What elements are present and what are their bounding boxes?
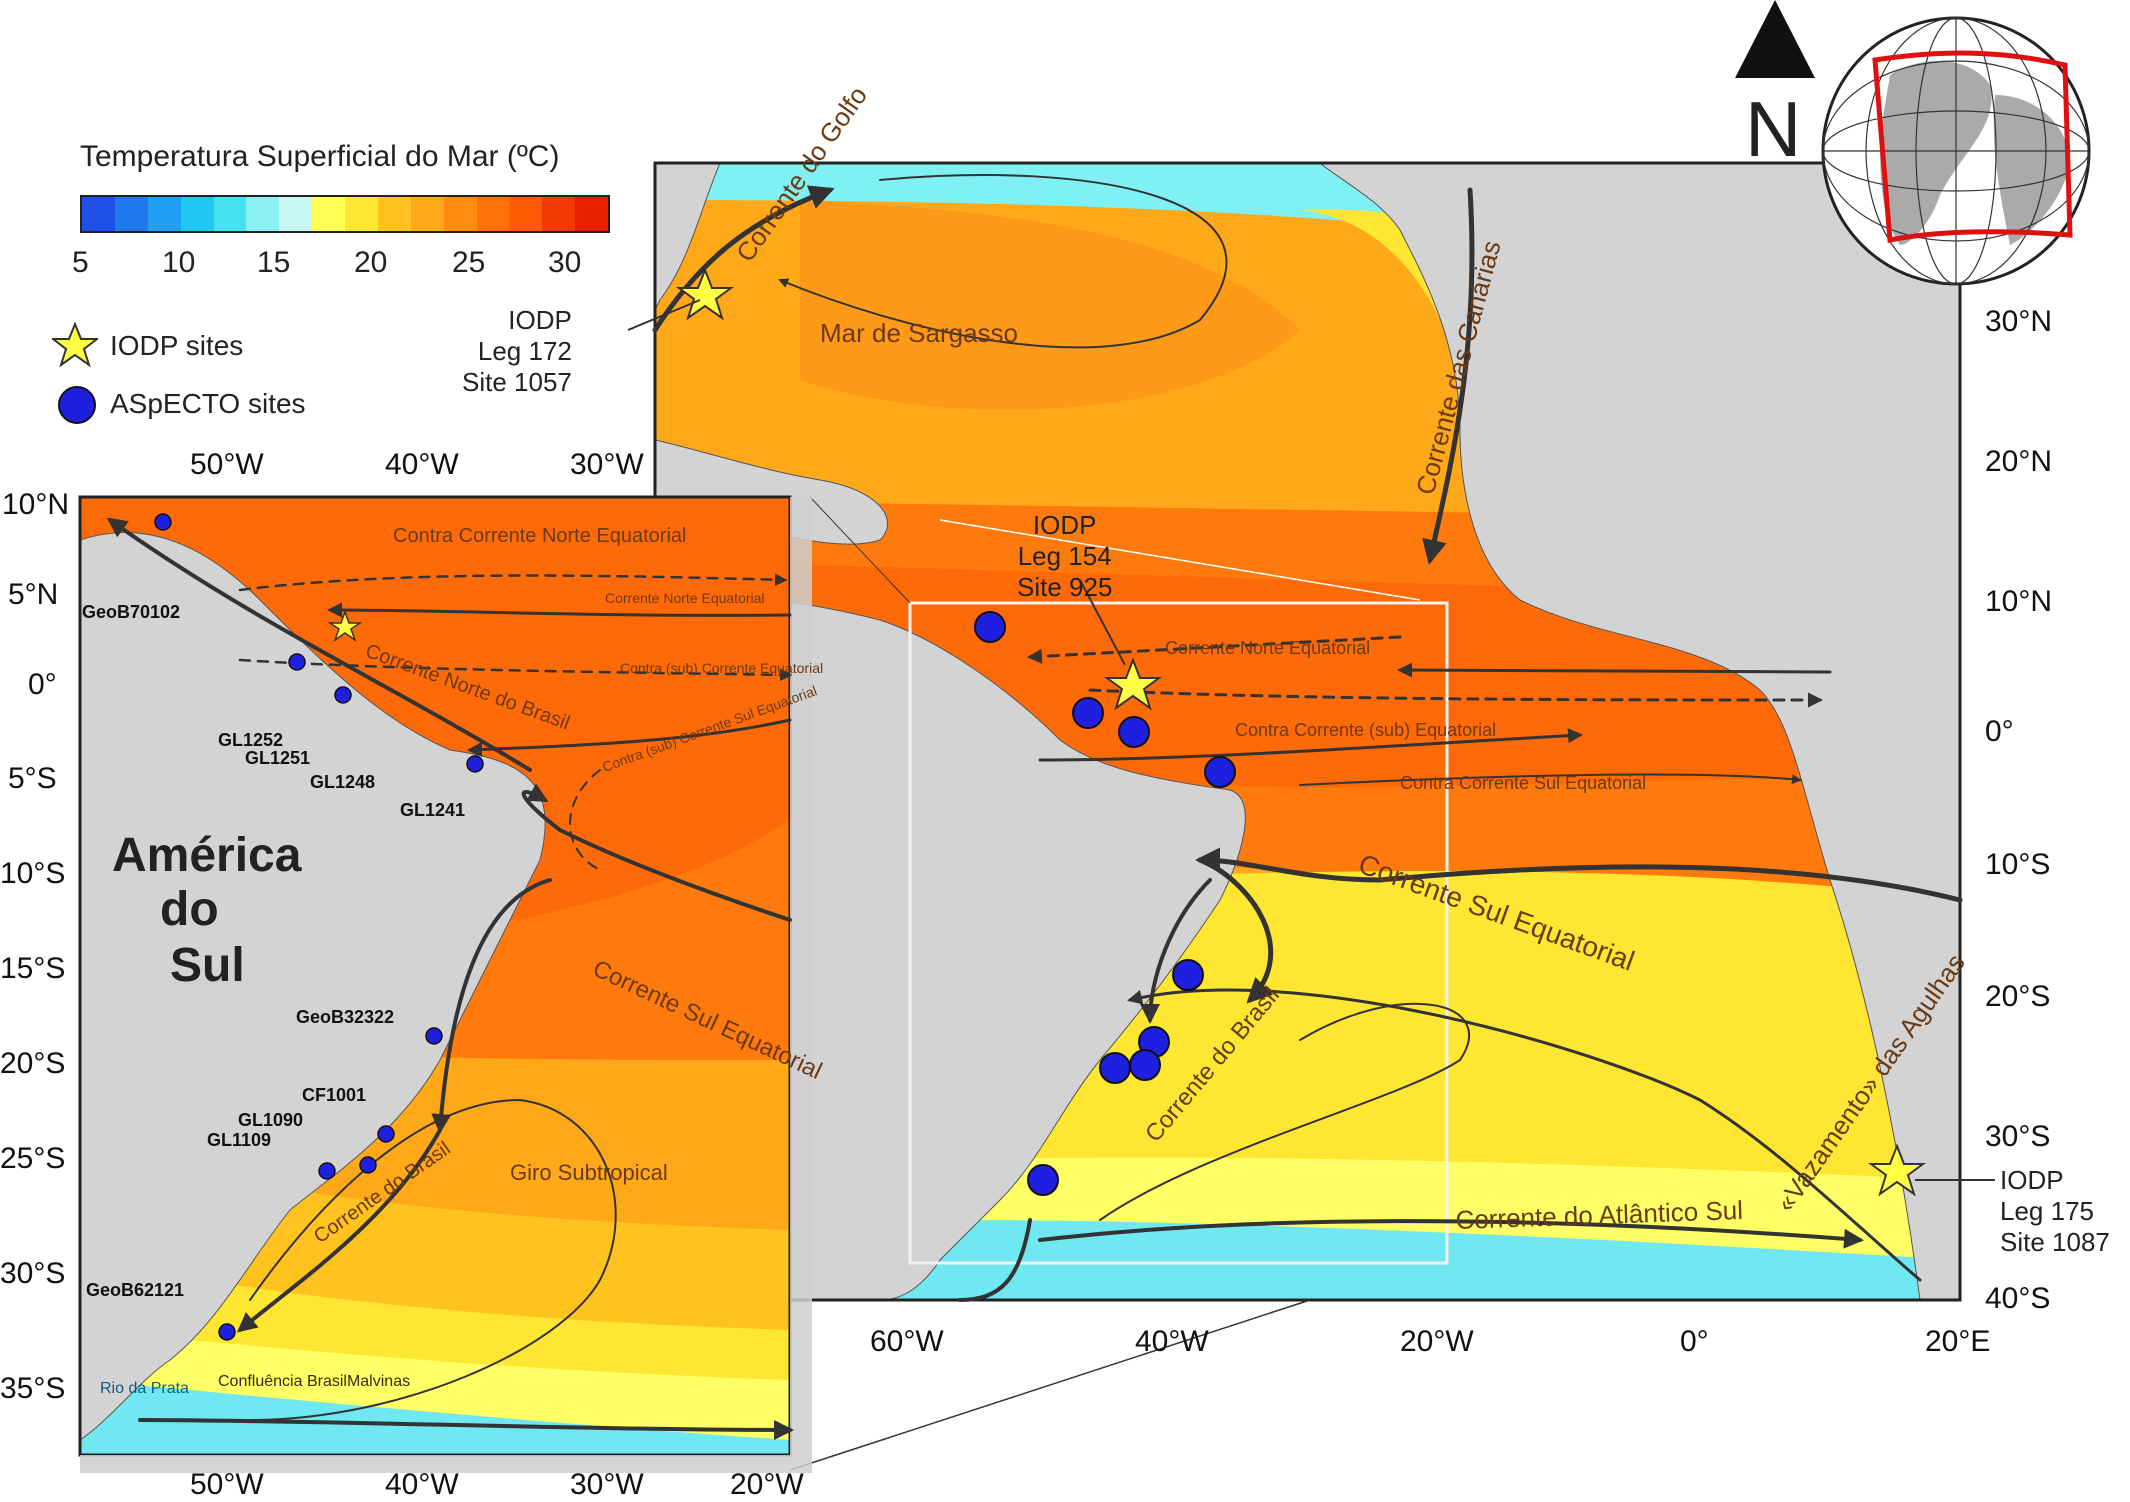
inset-sst xyxy=(80,497,790,1455)
main-lon-tick: 0° xyxy=(1680,1325,1709,1358)
site-gl1090: GL1090 xyxy=(238,1110,304,1130)
colorbar-swatch xyxy=(345,197,378,231)
continent-label-3: Sul xyxy=(170,939,245,992)
inset-lat-tick: 5°N xyxy=(8,578,59,611)
inset-lat-tick: 35°S xyxy=(0,1372,66,1405)
inset-lat-tick: 20°S xyxy=(0,1047,66,1080)
main-lat-tick: 20°S xyxy=(1985,980,2051,1013)
colorbar-swatch xyxy=(377,197,411,231)
main-lat-tick: 30°N xyxy=(1985,305,2053,338)
main-aspecto-sites xyxy=(974,611,1236,1196)
site-gl1241: GL1241 xyxy=(400,800,466,820)
inset-iodp-star xyxy=(327,609,363,642)
inset-lon-bottom: 50°W xyxy=(190,1468,264,1501)
iodp-site-1087: IODP Leg 175 Site 1087 xyxy=(2000,1165,2110,1257)
inset-label-contra-norte: Contra Corrente Norte Equatorial xyxy=(393,525,687,547)
site-gl1252: GL1252 xyxy=(218,730,284,750)
north-arrow-icon xyxy=(1735,0,1815,78)
sst-colorbar xyxy=(80,195,610,233)
inset-label-confluencia: Confluência BrasilMalvinas xyxy=(218,1373,411,1390)
site-cf1001: CF1001 xyxy=(302,1085,367,1105)
site-geob70102: GeoB70102 xyxy=(82,602,181,622)
legend-title: Temperatura Superficial do Mar (ºC) xyxy=(80,140,560,173)
aspecto-legend-label: ASpECTO sites xyxy=(110,388,306,419)
colorbar-tick: 25 xyxy=(452,246,486,279)
inset-label-giro: Giro Subtropical xyxy=(510,1160,668,1185)
colorbar-swatch xyxy=(312,197,345,231)
main-lat-tick: 30°S xyxy=(1985,1120,2051,1153)
colorbar-swatch xyxy=(147,197,181,231)
site-gl1251: GL1251 xyxy=(245,748,311,768)
iodp-star-icon xyxy=(52,322,98,368)
site-geob62121: GeoB62121 xyxy=(86,1280,185,1300)
main-lat-tick: 20°N xyxy=(1985,445,2053,478)
colorbar-swatch xyxy=(180,197,214,231)
inset-lat-tick: 0° xyxy=(28,668,57,701)
inset-lat-tick: 25°S xyxy=(0,1142,66,1175)
colorbar-tick: 30 xyxy=(548,246,582,279)
inset-lon-top: 50°W xyxy=(190,448,264,481)
iodp-site-925: IODP Leg 154 Site 925 xyxy=(1017,510,1113,602)
inset-label-prata: Rio da Prata xyxy=(100,1380,189,1397)
colorbar-tick: 5 xyxy=(72,246,89,279)
label-norte-equatorial: Corrente Norte Equatorial xyxy=(1165,638,1371,658)
colorbar-swatch xyxy=(246,197,280,231)
inset-aspecto-sites xyxy=(154,513,484,1341)
colorbar-tick: 20 xyxy=(354,246,388,279)
main-iodp-stars xyxy=(675,267,1927,1197)
main-lat-tick: 10°S xyxy=(1985,848,2051,881)
inset-label-contra-sub: Contra (sub) Corrente Equatorial xyxy=(620,660,824,676)
inset-lon-bottom: 30°W xyxy=(570,1468,644,1501)
aspecto-dot-icon xyxy=(58,386,96,424)
main-lat-tick: 40°S xyxy=(1985,1282,2051,1315)
inset-lon-bottom: 20°W xyxy=(730,1468,804,1501)
globe-icon xyxy=(1821,16,2091,286)
iodp-legend-label: IODP sites xyxy=(110,330,244,361)
site-gl1248: GL1248 xyxy=(310,772,376,792)
main-lon-tick: 40°W xyxy=(1135,1325,1209,1358)
iodp-site-1057: IODP Leg 172 Site 1057 xyxy=(462,305,572,397)
inset-lat-tick: 5°S xyxy=(8,762,57,795)
colorbar-swatch xyxy=(279,197,313,231)
colorbar-swatch xyxy=(82,197,115,231)
main-lon-tick: 20°E xyxy=(1925,1325,1991,1358)
inset-label-norte-equatorial: Corrente Norte Equatorial xyxy=(605,590,765,606)
site-gl1109: GL1109 xyxy=(207,1130,272,1150)
main-lon-tick: 20°W xyxy=(1400,1325,1474,1358)
colorbar-swatch xyxy=(575,197,608,231)
colorbar-swatch xyxy=(213,197,247,231)
main-lon-tick: 60°W xyxy=(870,1325,944,1358)
north-label: N xyxy=(1745,85,1802,173)
colorbar-tick: 15 xyxy=(257,246,291,279)
label-sargasso: Mar de Sargasso xyxy=(820,318,1018,348)
label-contra-sul: Contra Corrente Sul Equatorial xyxy=(1400,773,1647,793)
inset-currents xyxy=(106,517,794,1440)
inset-lat-tick: 30°S xyxy=(0,1257,66,1290)
colorbar-swatch xyxy=(476,197,510,231)
main-lat-tick: 0° xyxy=(1985,715,2014,748)
inset-lon-top: 30°W xyxy=(570,448,644,481)
colorbar-swatch xyxy=(410,197,444,231)
colorbar-swatch xyxy=(509,197,543,231)
inset-lat-tick: 10°N xyxy=(2,488,70,521)
inset-lon-top: 40°W xyxy=(385,448,459,481)
inset-lat-tick: 10°S xyxy=(0,857,66,890)
colorbar-swatch xyxy=(542,197,576,231)
inset-lon-bottom: 40°W xyxy=(385,1468,459,1501)
colorbar-swatch xyxy=(114,197,148,231)
continent-label-2: do xyxy=(160,883,219,936)
continent-label-1: América xyxy=(112,829,302,882)
main-lat-tick: 10°N xyxy=(1985,585,2053,618)
colorbar-tick: 10 xyxy=(162,246,196,279)
site-geob32322: GeoB32322 xyxy=(296,1007,395,1027)
label-contra-sub: Contra Corrente (sub) Equatorial xyxy=(1235,720,1497,740)
inset-lat-tick: 15°S xyxy=(0,952,66,985)
main-currents xyxy=(652,174,1963,1302)
colorbar-swatch xyxy=(443,197,477,231)
